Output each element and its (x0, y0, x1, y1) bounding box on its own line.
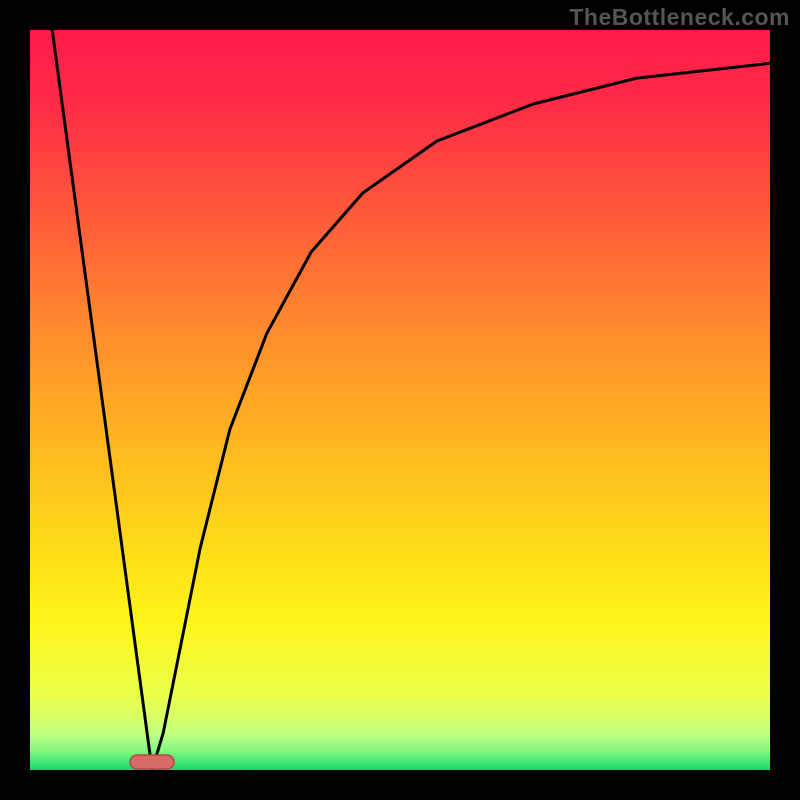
watermark-text: TheBottleneck.com (569, 4, 790, 31)
bottleneck-chart: TheBottleneck.com (0, 0, 800, 800)
chart-svg (0, 0, 800, 800)
